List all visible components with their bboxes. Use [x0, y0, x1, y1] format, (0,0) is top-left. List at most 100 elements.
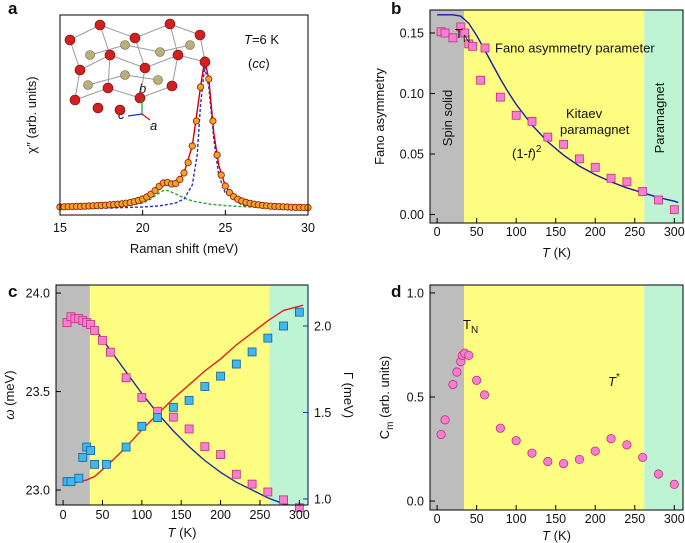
atom	[104, 49, 116, 61]
text-part: C	[377, 430, 392, 439]
marker	[86, 446, 96, 455]
x-axis-label: T (K)	[542, 245, 571, 260]
panel: c 0 50 100 150 200 250 300 23.0 23.5 24.0 1.0 1.5 2.0	[8, 282, 331, 522]
x-tick-label: 150	[545, 225, 566, 239]
marker	[606, 434, 616, 444]
x-tick-label: 20	[136, 221, 150, 235]
marker	[479, 390, 490, 400]
plot-frame	[59, 14, 309, 216]
marker	[151, 187, 159, 195]
text-part: ω	[2, 409, 17, 419]
text-part: *	[616, 372, 620, 383]
marker	[495, 423, 505, 433]
text-part: (arb. units)	[377, 356, 392, 422]
text-part: T	[455, 26, 463, 41]
annotation: Kitaev	[566, 106, 603, 121]
series-line	[437, 14, 679, 204]
marker	[527, 116, 537, 126]
marker	[137, 421, 147, 431]
text-part: N	[463, 34, 470, 45]
x-tick-label: 250	[624, 512, 645, 526]
plot-frame	[429, 284, 684, 511]
atom	[83, 80, 93, 90]
atom	[166, 80, 178, 92]
marker	[436, 429, 446, 440]
text-part: m	[385, 422, 396, 430]
text-part: (1-	[512, 146, 528, 161]
atom	[85, 50, 95, 60]
region	[269, 285, 308, 505]
panel-label: a	[8, 0, 18, 18]
panel-label: d	[391, 282, 401, 301]
annotation: TN	[463, 317, 478, 336]
y-tick-label: 0.00	[400, 208, 424, 222]
x-tick-label: 50	[470, 225, 484, 239]
marker	[247, 479, 257, 489]
marker	[464, 350, 474, 360]
annotation: Spin solid	[440, 90, 455, 146]
marker	[78, 453, 88, 462]
annotation: paramagnet	[560, 122, 630, 137]
marker	[279, 495, 288, 505]
axis-arrow	[141, 113, 151, 121]
marker	[460, 28, 470, 38]
marker	[121, 442, 131, 452]
marker	[231, 359, 241, 369]
x-tick-label: 200	[585, 512, 606, 526]
plot-area	[437, 14, 679, 204]
marker	[638, 452, 648, 462]
marker	[102, 459, 111, 469]
marker	[184, 424, 194, 434]
marker	[168, 412, 178, 422]
marker	[527, 448, 537, 458]
marker	[263, 487, 273, 497]
atom	[69, 94, 81, 106]
marker	[590, 162, 600, 172]
x-tick-label: 30	[301, 221, 315, 235]
x-tick-label: 100	[131, 508, 152, 522]
x-axis-label: T (K)	[542, 528, 571, 543]
x-tick-label: 0	[434, 512, 441, 526]
text-part: 2	[536, 144, 542, 155]
metal-atoms	[83, 40, 195, 90]
marker	[448, 379, 458, 390]
atom	[139, 62, 151, 74]
y2-tick-label: 1.5	[314, 406, 331, 420]
marker	[472, 375, 482, 385]
marker	[279, 321, 288, 331]
marker	[200, 382, 210, 391]
atom	[153, 75, 163, 85]
marker	[476, 75, 486, 85]
text-part: (K)	[550, 245, 571, 260]
marker	[543, 456, 553, 467]
y-tick-label: 0.0	[407, 495, 424, 509]
x-tick-label: 100	[506, 512, 527, 526]
marker	[90, 459, 99, 469]
marker	[543, 132, 553, 142]
atom	[102, 82, 114, 94]
y-tick-label: 0.05	[400, 148, 424, 162]
marker	[452, 367, 462, 377]
y2-axis-label: Γ (meV)	[341, 372, 356, 418]
x-axis-label: Raman shift (meV)	[130, 241, 238, 256]
marker	[221, 182, 229, 190]
atom	[199, 56, 211, 68]
x-tick-label: 300	[664, 512, 685, 526]
series-line	[60, 66, 308, 211]
marker	[213, 151, 221, 159]
marker	[196, 83, 205, 91]
marker	[448, 33, 458, 43]
atom	[172, 49, 184, 61]
y-tick-label: 24.0	[26, 287, 50, 301]
annotation: T*	[608, 372, 620, 389]
marker	[98, 335, 107, 345]
axis-arrow	[127, 113, 143, 117]
marker	[192, 117, 200, 125]
x-tick-label: 200	[585, 225, 606, 239]
text-part: T	[542, 528, 551, 543]
marker	[468, 41, 478, 51]
y-axis-label: Cm (arb. units)	[377, 356, 396, 439]
y-tick-label: 23.5	[26, 385, 50, 399]
